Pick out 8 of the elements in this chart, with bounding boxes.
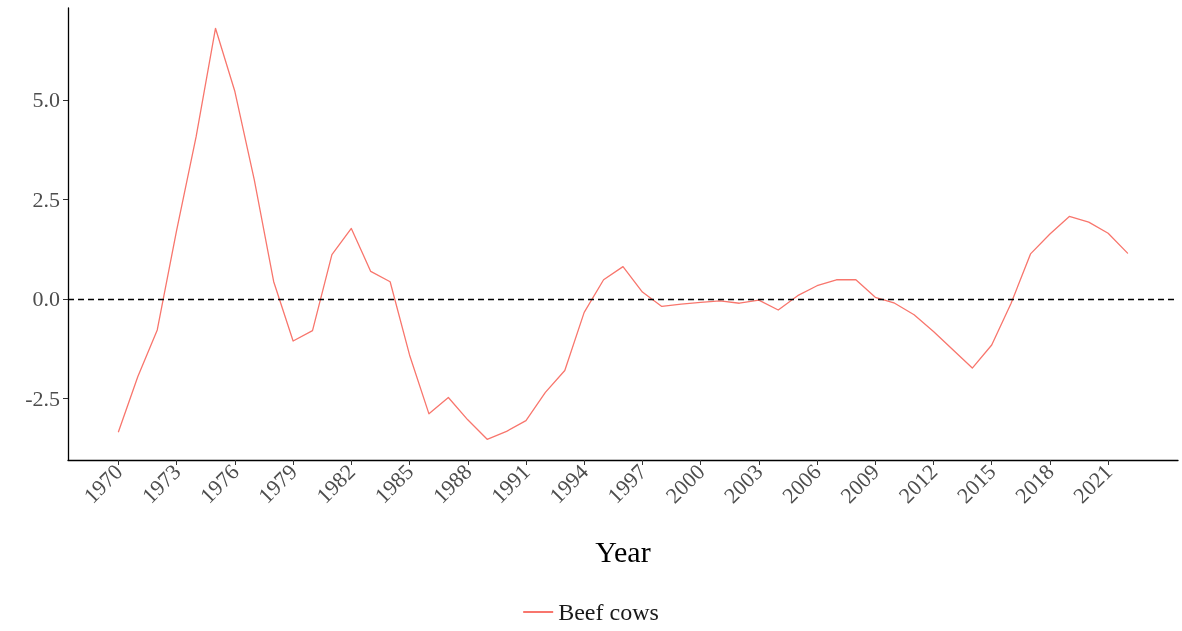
x-axis-title: Year (595, 534, 651, 568)
x-tick-label: 1991 (486, 459, 535, 508)
legend-label: Beef cows (558, 599, 659, 625)
y-tick-label: 5.0 (32, 87, 60, 113)
y-tick-label: 2.5 (32, 186, 60, 212)
y-tick-label: 0.0 (32, 286, 60, 312)
line-series (117, 27, 1129, 440)
y-tick-label: -2.5 (25, 385, 60, 411)
